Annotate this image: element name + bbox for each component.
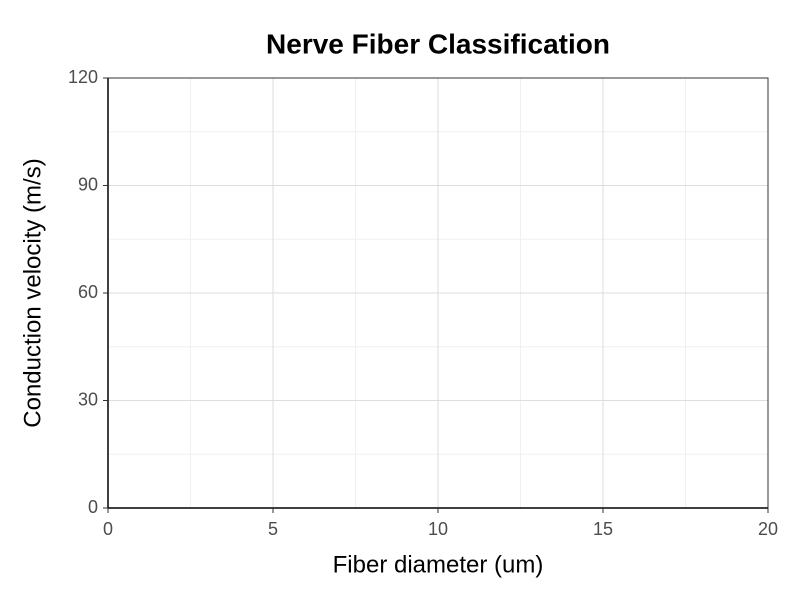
- x-tick-label: 20: [758, 519, 778, 539]
- y-tick-label: 120: [68, 67, 98, 87]
- x-axis-title: Fiber diameter (um): [333, 551, 544, 578]
- chart-title: Nerve Fiber Classification: [266, 28, 610, 59]
- y-tick-label: 60: [78, 282, 98, 302]
- y-axis-title: Conduction velocity (m/s): [19, 158, 46, 427]
- x-tick-label: 10: [428, 519, 448, 539]
- x-tick-label: 0: [103, 519, 113, 539]
- x-tick-label: 5: [268, 519, 278, 539]
- y-tick-label: 0: [88, 497, 98, 517]
- x-tick-label: 15: [593, 519, 613, 539]
- y-tick-label: 30: [78, 389, 98, 409]
- y-tick-label: 90: [78, 174, 98, 194]
